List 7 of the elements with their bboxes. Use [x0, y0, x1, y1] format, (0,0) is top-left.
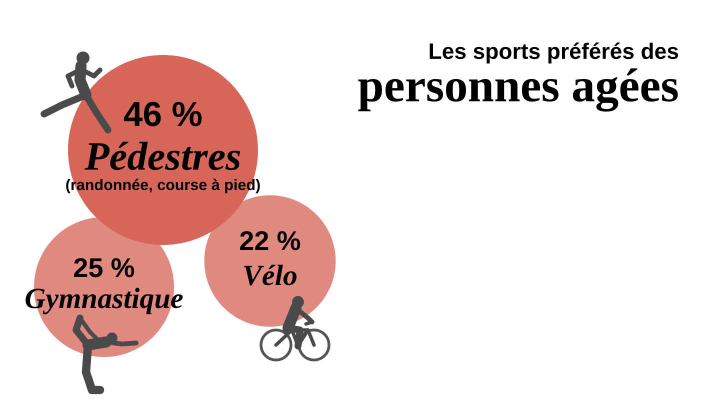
- data-label: 25 %: [74, 258, 134, 278]
- category-label: Pédestres: [84, 142, 240, 170]
- category-label: Vélo: [244, 264, 297, 286]
- data-label: 46 %: [124, 102, 202, 126]
- text: Les sports préférés des: [430, 42, 678, 64]
- text: personnes agées: [358, 68, 678, 112]
- data-label: 22 %: [240, 231, 300, 250]
